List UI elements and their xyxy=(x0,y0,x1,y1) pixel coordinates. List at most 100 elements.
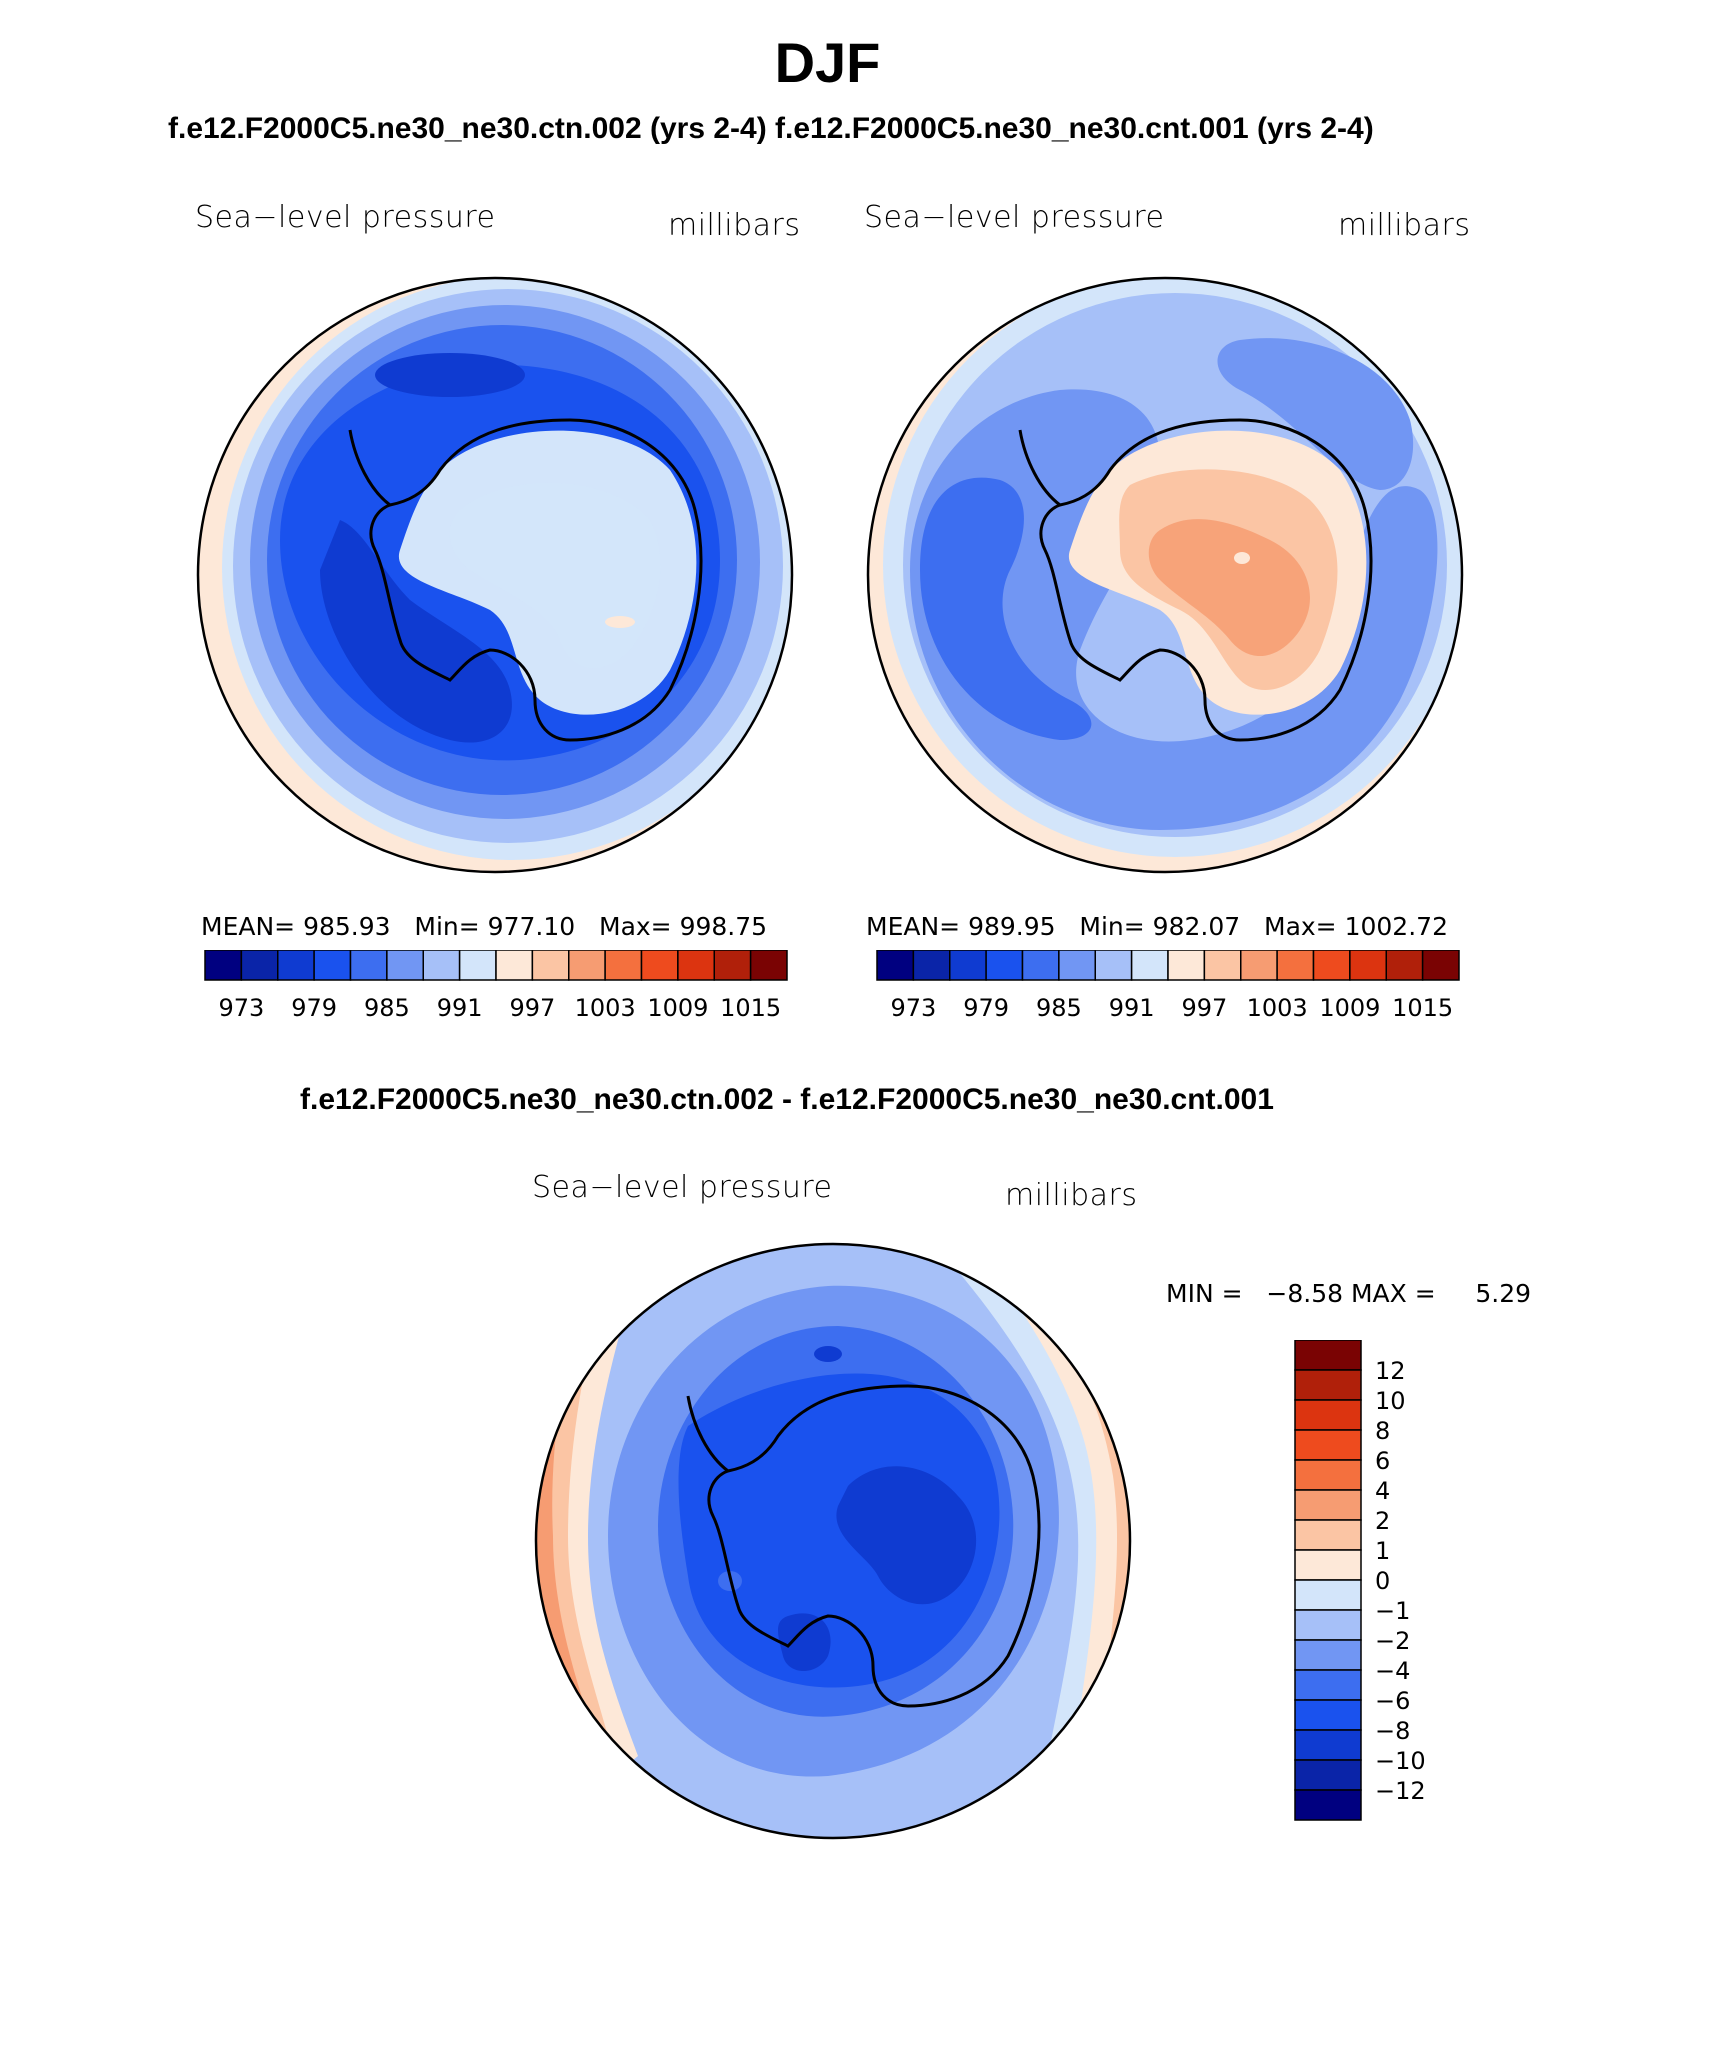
colorbar-ctn-box-13 xyxy=(677,950,715,981)
panel-cnt-stats: MEAN= 989.95 Min= 982.07 Max= 1002.72 xyxy=(866,912,1448,941)
colorbar-diff-label-2: 8 xyxy=(1375,1417,1390,1445)
cnt-coastline xyxy=(1039,418,1373,742)
diff-subtitle: f.e12.F2000C5.ne30_ne30.ctn.002 - f.e12.… xyxy=(300,1083,1274,1116)
colorbar-ctn-box-14 xyxy=(713,950,752,981)
colorbar-cnt-box-3 xyxy=(985,950,1024,981)
cnt-field-continent-3 xyxy=(1148,519,1310,657)
colorbar-cnt-box-6 xyxy=(1094,950,1133,981)
colorbar-diff-box-4 xyxy=(1294,1459,1362,1491)
colorbar-ctn-label-1: 979 xyxy=(291,994,337,1022)
ctn-field-low-2 xyxy=(375,353,525,397)
colorbar-cnt-box-14 xyxy=(1385,950,1424,981)
diff-field-min-2 xyxy=(778,1613,831,1671)
colorbar-diff-label-9: −2 xyxy=(1375,1627,1410,1655)
colorbar-diff-label-13: −10 xyxy=(1375,1747,1426,1775)
diff-map-border xyxy=(534,1242,1132,1840)
panel-ctn-colorbar: 973 979 985 991 997 1003 1009 1015 xyxy=(204,950,788,1022)
colorbar-ctn-box-7 xyxy=(458,950,497,981)
colorbar-cnt-label-2: 985 xyxy=(1036,994,1082,1022)
panel-diff-units: millibars xyxy=(1005,1178,1138,1213)
colorbar-cnt-box-7 xyxy=(1130,950,1169,981)
colorbar-diff-label-1: 10 xyxy=(1375,1387,1406,1415)
colorbar-diff-box-2 xyxy=(1294,1399,1362,1431)
panel-cnt-colorbar: 973 979 985 991 997 1003 1009 1015 xyxy=(876,950,1460,1022)
colorbar-cnt-label-3: 991 xyxy=(1109,994,1155,1022)
colorbar-ctn-box-0 xyxy=(204,950,243,981)
colorbar-ctn-box-12 xyxy=(640,950,679,981)
colorbar-cnt-label-5: 1003 xyxy=(1247,994,1308,1022)
colorbar-diff-box-6 xyxy=(1294,1519,1362,1551)
colorbar-ctn-box-8 xyxy=(495,950,534,981)
colorbar-cnt-label-1: 979 xyxy=(963,994,1009,1022)
panel-diff-variable: Sea−level pressure xyxy=(532,1170,833,1205)
cnt-field-spot xyxy=(1234,552,1250,564)
colorbar-cnt-box-11 xyxy=(1276,950,1315,981)
colorbar-ctn-box-2 xyxy=(277,950,315,981)
panel-ctn-map xyxy=(196,276,794,874)
ctn-field-high-spot xyxy=(605,616,635,628)
colorbar-diff-label-8: −1 xyxy=(1375,1597,1410,1625)
ctn-map-border xyxy=(196,276,794,874)
colorbar-cnt-box-8 xyxy=(1167,950,1206,981)
colorbar-diff-label-3: 6 xyxy=(1375,1447,1390,1475)
figure-title: DJF xyxy=(774,31,881,94)
panel-ctn-units: millibars xyxy=(668,208,801,243)
colorbar-cnt-box-2 xyxy=(949,950,987,981)
colorbar-cnt-box-13 xyxy=(1349,950,1387,981)
colorbar-ctn-box-3 xyxy=(313,950,352,981)
colorbar-ctn-box-6 xyxy=(422,950,461,981)
colorbar-cnt-box-5 xyxy=(1058,950,1096,981)
colorbar-cnt-box-9 xyxy=(1203,950,1242,981)
colorbar-cnt-box-12 xyxy=(1312,950,1351,981)
colorbar-cnt-box-1 xyxy=(912,950,951,981)
panel-cnt-map xyxy=(866,276,1464,874)
diff-coastline xyxy=(707,1384,1041,1708)
colorbar-diff-label-4: 4 xyxy=(1375,1477,1390,1505)
colorbar-cnt-box-0 xyxy=(876,950,915,981)
colorbar-diff-box-9 xyxy=(1294,1609,1362,1641)
colorbar-cnt-label-4: 997 xyxy=(1181,994,1227,1022)
diff-field-ring-4 xyxy=(678,1373,1000,1688)
colorbar-ctn-label-2: 985 xyxy=(364,994,410,1022)
colorbar-ctn-label-4: 997 xyxy=(509,994,555,1022)
panel-diff-stats: MIN = −8.58 MAX = 5.29 xyxy=(1166,1279,1532,1308)
colorbar-cnt-label-0: 973 xyxy=(890,994,936,1022)
top-subtitle: f.e12.F2000C5.ne30_ne30.ctn.002 (yrs 2-4… xyxy=(168,112,1374,145)
panel-ctn-stats: MEAN= 985.93 Min= 977.10 Max= 998.75 xyxy=(201,912,768,941)
panel-cnt-variable: Sea−level pressure xyxy=(864,200,1165,235)
colorbar-diff-box-15 xyxy=(1294,1789,1362,1821)
colorbar-diff-label-6: 1 xyxy=(1375,1537,1390,1565)
colorbar-ctn-label-0: 973 xyxy=(218,994,264,1022)
panel-cnt-units: millibars xyxy=(1338,208,1471,243)
colorbar-diff-box-3 xyxy=(1294,1429,1362,1461)
colorbar-diff-label-7: 0 xyxy=(1375,1567,1390,1595)
colorbar-cnt-box-10 xyxy=(1240,950,1278,981)
colorbar-ctn-box-4 xyxy=(349,950,388,981)
colorbar-ctn-box-10 xyxy=(568,950,606,981)
colorbar-diff-label-10: −4 xyxy=(1375,1657,1410,1685)
colorbar-diff-box-5 xyxy=(1294,1489,1362,1521)
cnt-map-border xyxy=(866,276,1464,874)
colorbar-ctn-label-7: 1015 xyxy=(720,994,781,1022)
colorbar-ctn-label-5: 1003 xyxy=(575,994,636,1022)
colorbar-diff-label-12: −8 xyxy=(1375,1717,1410,1745)
colorbar-cnt-box-4 xyxy=(1021,950,1060,981)
colorbar-ctn-box-11 xyxy=(604,950,643,981)
cnt-field-low-1 xyxy=(1217,338,1414,490)
panel-diff-map xyxy=(534,1242,1132,1840)
colorbar-diff-box-1 xyxy=(1294,1369,1362,1401)
diff-field-min-3 xyxy=(814,1346,842,1362)
panel-ctn-variable: Sea−level pressure xyxy=(195,200,496,235)
colorbar-diff-box-10 xyxy=(1294,1639,1362,1671)
cnt-field-low-2 xyxy=(920,477,1092,740)
colorbar-ctn-box-1 xyxy=(240,950,279,981)
colorbar-ctn-label-3: 991 xyxy=(437,994,483,1022)
diff-field-min-1 xyxy=(836,1466,977,1605)
colorbar-cnt-box-15 xyxy=(1421,950,1460,981)
colorbar-diff-box-8 xyxy=(1294,1579,1362,1611)
colorbar-diff-label-11: −6 xyxy=(1375,1687,1410,1715)
colorbar-diff-box-11 xyxy=(1294,1669,1362,1701)
colorbar-ctn-box-5 xyxy=(386,950,424,981)
colorbar-cnt-label-6: 1009 xyxy=(1319,994,1380,1022)
